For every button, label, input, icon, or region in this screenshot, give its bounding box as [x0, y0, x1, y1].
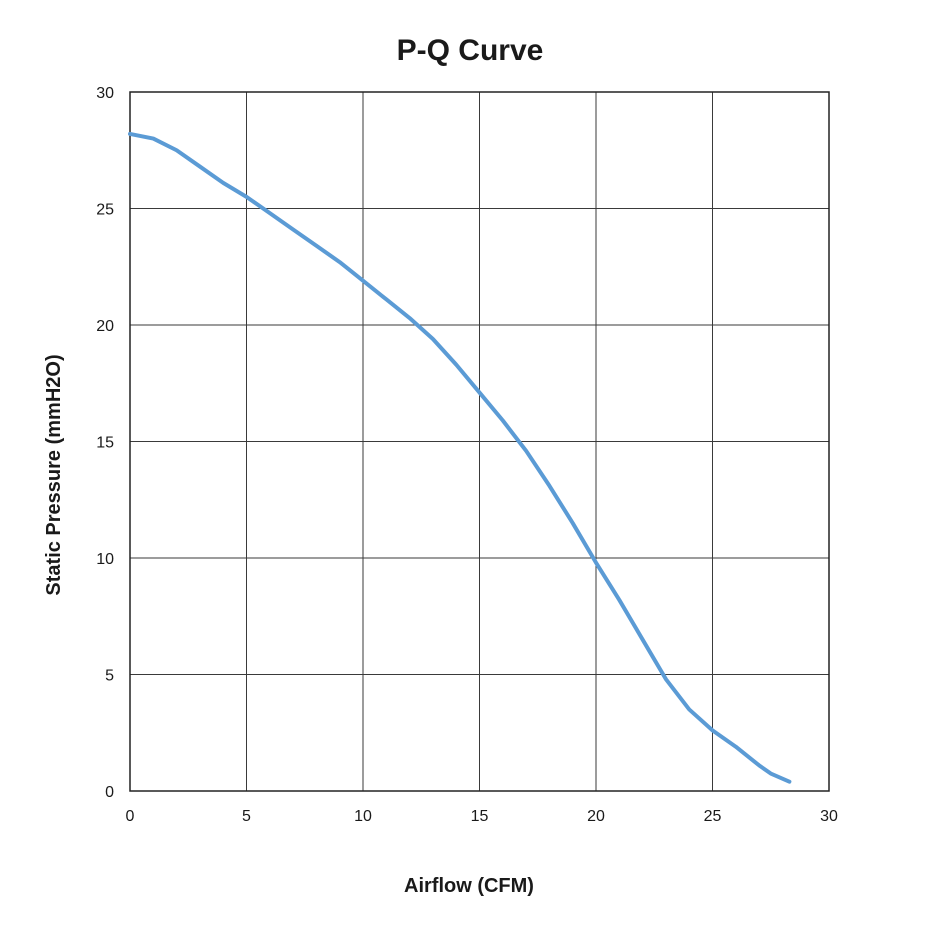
y-axis-label: Static Pressure (mmH2O) [43, 354, 65, 595]
y-tick-label: 20 [96, 318, 114, 335]
y-tick-label: 25 [96, 202, 114, 219]
x-tick-label: 0 [126, 808, 135, 825]
y-axis-ticks: 0 5 10 15 20 25 30 [96, 85, 114, 801]
y-tick-label: 0 [105, 784, 114, 801]
x-axis-label: Airflow (CFM) [404, 875, 534, 897]
grid [129, 91, 830, 792]
y-tick-label: 5 [105, 668, 114, 685]
chart-title: P-Q Curve [397, 34, 544, 67]
plot-area [129, 91, 830, 792]
series-line-0 [128, 131, 792, 784]
x-tick-label: 15 [471, 808, 489, 825]
y-tick-label: 30 [96, 85, 114, 102]
x-tick-label: 20 [587, 808, 605, 825]
x-tick-label: 30 [820, 808, 838, 825]
x-tick-label: 5 [242, 808, 251, 825]
x-tick-label: 10 [354, 808, 372, 825]
series-group [128, 131, 792, 784]
y-tick-label: 15 [96, 435, 114, 452]
y-tick-label: 10 [96, 551, 114, 568]
x-tick-label: 25 [704, 808, 722, 825]
x-axis-ticks: 0 5 10 15 20 25 30 [126, 808, 838, 825]
